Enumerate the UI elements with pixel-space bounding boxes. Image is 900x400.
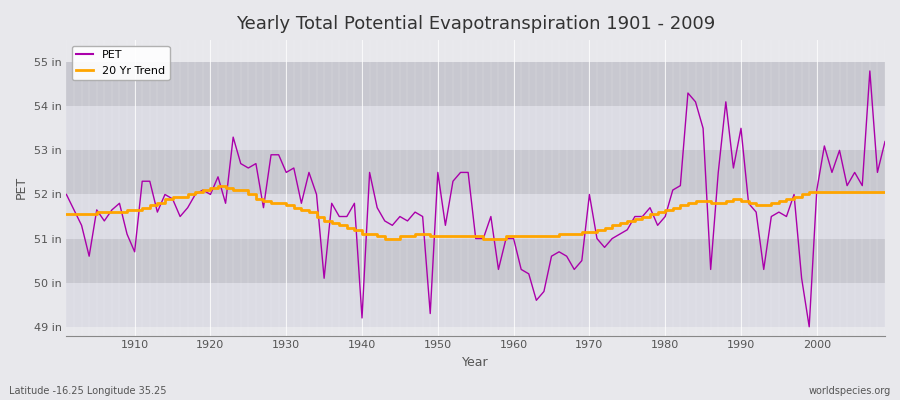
Y-axis label: PET: PET (15, 176, 28, 200)
Bar (67, 62, 885, 106)
Text: Latitude -16.25 Longitude 35.25: Latitude -16.25 Longitude 35.25 (9, 386, 166, 396)
Title: Yearly Total Potential Evapotranspiration 1901 - 2009: Yearly Total Potential Evapotranspiratio… (236, 15, 716, 33)
Text: worldspecies.org: worldspecies.org (809, 386, 891, 396)
Bar (67, 106, 885, 150)
X-axis label: Year: Year (463, 356, 489, 369)
Bar (67, 238, 885, 283)
Bar (67, 150, 885, 194)
Legend: PET, 20 Yr Trend: PET, 20 Yr Trend (72, 46, 169, 80)
Bar (67, 194, 885, 238)
Bar (67, 283, 885, 327)
